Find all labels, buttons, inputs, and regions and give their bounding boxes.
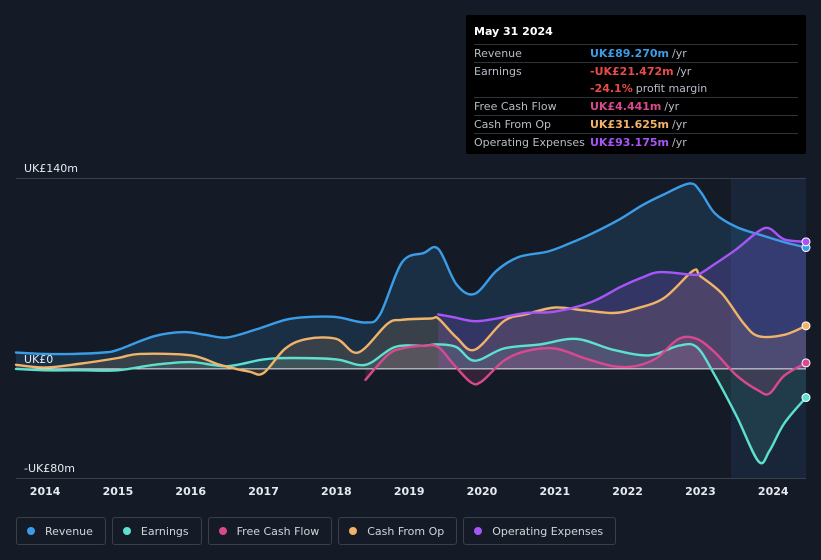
tooltip-label: Earnings — [474, 65, 522, 78]
tooltip-label: Operating Expenses — [474, 136, 585, 149]
area-revenue — [16, 183, 806, 369]
series-end-dots — [801, 237, 811, 403]
legend-revenue[interactable]: Revenue — [16, 517, 106, 545]
x-tick-label: 2024 — [758, 485, 789, 498]
area-earnings — [16, 338, 806, 464]
tooltip-unit: /yr — [672, 118, 687, 131]
tooltip-unit: profit margin — [635, 82, 708, 95]
legend-dot-icon — [218, 527, 227, 535]
y-tick-label: UK£0 — [24, 353, 53, 366]
legend-dot-icon — [27, 527, 35, 535]
x-tick-label: 2016 — [175, 485, 206, 498]
line-revenue — [14, 182, 808, 356]
x-tick-label: 2018 — [321, 485, 352, 498]
legend-label: Revenue — [45, 524, 93, 538]
end-point-operating-expenses — [801, 237, 811, 247]
series-lines — [14, 182, 808, 465]
area-operating-expenses — [438, 227, 806, 369]
end-point-cash-from-op — [801, 321, 811, 331]
legend-dot-icon — [349, 527, 358, 535]
y-tick-label: UK£140m — [24, 162, 78, 175]
tooltip-label: Free Cash Flow — [474, 100, 557, 113]
tooltip-unit: /yr — [672, 136, 687, 149]
y-axis-labels: UK£140m UK£0 -UK£80m — [24, 162, 78, 475]
line-earnings — [14, 337, 808, 465]
tooltip-value: UK£93.175m — [590, 136, 670, 149]
tooltip-unit: /yr — [676, 65, 692, 78]
tooltip-value: UK£4.441m — [590, 100, 662, 113]
line-cash-from-op — [14, 268, 808, 376]
tooltip-unit: /yr — [664, 100, 680, 113]
tooltip-row-free-cash-flow: Free Cash Flow UK£4.441m /yr — [474, 97, 798, 115]
x-tick-label: 2014 — [30, 485, 61, 498]
tooltip-row-revenue: Revenue UK£89.270m /yr — [474, 44, 798, 62]
legend-earnings[interactable]: Earnings — [111, 517, 202, 545]
x-tick-label: 2022 — [612, 485, 643, 498]
legend-label: Operating Expenses — [492, 524, 604, 538]
legend-label: Cash From Op — [367, 524, 445, 538]
legend-label: Free Cash Flow — [236, 524, 320, 538]
tooltip-label: Revenue — [474, 47, 522, 60]
tooltip-row-earnings: Earnings -UK£21.472m /yr — [474, 62, 798, 80]
x-tick-label: 2019 — [394, 485, 425, 498]
legend-dot-icon — [474, 527, 483, 535]
tooltip-panel: May 31 2024 Revenue UK£89.270m /yr Earni… — [466, 15, 806, 154]
legend-free-cash-flow[interactable]: Free Cash Flow — [207, 517, 333, 545]
legend-operating-expenses[interactable]: Operating Expenses — [463, 517, 617, 545]
x-axis-labels: 2014 2015 2016 2017 2018 2019 2020 2021 2022 2023… — [30, 485, 789, 498]
legend-cash-from-op[interactable]: Cash From Op — [338, 517, 458, 545]
line-operating-expenses — [437, 226, 808, 323]
legend-label: Earnings — [140, 524, 189, 538]
area-free-cash-flow — [365, 336, 806, 395]
tooltip-label — [474, 80, 590, 97]
tooltip-value: UK£89.270m — [590, 47, 670, 60]
x-tick-label: 2017 — [248, 485, 279, 498]
x-tick-label: 2023 — [685, 485, 716, 498]
tooltip-value: UK£31.625m — [590, 118, 670, 131]
tooltip-label: Cash From Op — [474, 118, 552, 131]
x-tick-label: 2015 — [103, 485, 134, 498]
chart-legend: Revenue Earnings Free Cash Flow Cash Fro… — [16, 517, 617, 545]
tooltip-row-cash-from-op: Cash From Op UK£31.625m /yr — [474, 115, 798, 133]
x-tick-label: 2020 — [467, 485, 498, 498]
tooltip-row-operating-expenses: Operating Expenses UK£93.175m /yr — [474, 133, 798, 151]
y-tick-label: -UK£80m — [24, 462, 75, 475]
end-point-free-cash-flow — [801, 358, 811, 368]
tooltip-row-profit-margin: -24.1% profit margin — [474, 80, 798, 97]
line-free-cash-flow — [364, 335, 808, 396]
tooltip-value: -UK£21.472m — [590, 65, 674, 78]
tooltip-unit: /yr — [672, 47, 687, 60]
x-tick-label: 2021 — [539, 485, 570, 498]
end-point-earnings — [801, 393, 811, 403]
tooltip-value: -24.1% — [590, 82, 633, 95]
series-areas — [16, 183, 806, 464]
tooltip-date: May 31 2024 — [474, 25, 553, 38]
legend-dot-icon — [122, 527, 131, 535]
